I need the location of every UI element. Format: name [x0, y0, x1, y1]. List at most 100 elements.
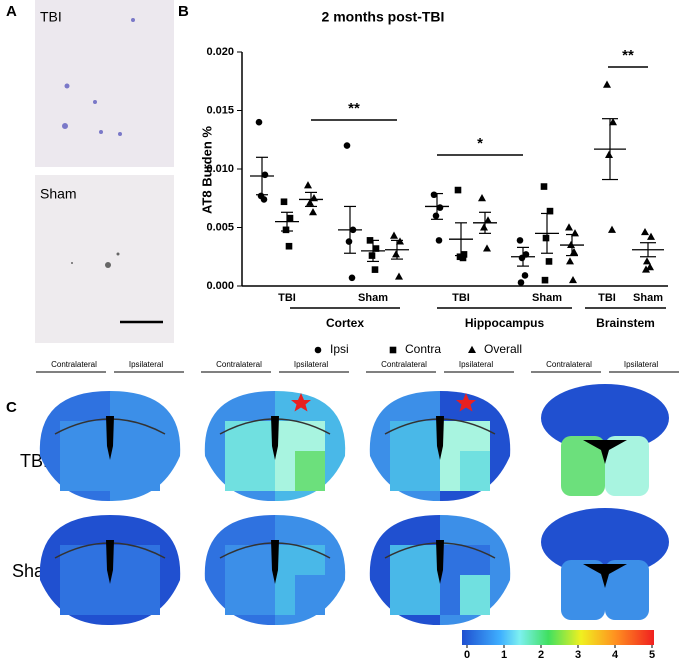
side-label: Ipsilateral — [459, 360, 493, 369]
data-point — [646, 263, 654, 271]
data-point — [261, 171, 269, 179]
colorbar-tick-label: 0 — [464, 649, 470, 661]
x-tick-label: Sham — [358, 292, 388, 304]
brain-region — [541, 384, 669, 452]
significance-label: ** — [622, 47, 634, 64]
stain-dots — [62, 18, 135, 136]
ventricle — [583, 440, 627, 464]
data-point — [566, 257, 574, 265]
data-point — [306, 198, 314, 206]
data-point — [255, 118, 263, 126]
side-label: Contralateral — [216, 360, 262, 369]
colorbar-tick-label: 5 — [649, 649, 655, 661]
data-point — [516, 237, 524, 244]
colorbar — [462, 630, 654, 645]
brain-region — [295, 575, 325, 615]
x-tick-label: TBI — [598, 292, 616, 304]
data-point — [545, 258, 553, 265]
colorbar-tick-label: 1 — [501, 649, 507, 661]
data-point — [280, 198, 288, 206]
brain-region — [605, 560, 649, 620]
side-label: Contralateral — [381, 360, 427, 369]
data-point — [282, 226, 290, 234]
side-label: Ipsilateral — [624, 360, 658, 369]
colorbar-tick-label: 2 — [538, 649, 544, 661]
chart-title: 2 months post-TBI — [322, 9, 445, 25]
data-point — [309, 208, 317, 216]
legend-label: Ipsi — [330, 342, 349, 356]
x-tick-label: Sham — [532, 292, 562, 304]
brain-region — [130, 575, 160, 615]
data-point — [540, 183, 548, 190]
brain-region — [225, 545, 275, 615]
data-point — [459, 254, 467, 262]
data-point — [454, 186, 462, 194]
panel-label: C — [6, 399, 17, 416]
data-point — [642, 265, 650, 273]
data-point — [478, 194, 486, 202]
data-point — [348, 274, 356, 282]
data-point — [480, 223, 488, 231]
micrograph — [35, 0, 174, 167]
x-tick-label: TBI — [278, 292, 296, 304]
data-point — [430, 191, 438, 199]
data-point — [286, 214, 294, 222]
data-point — [542, 234, 550, 242]
side-label: Contralateral — [51, 360, 97, 369]
colorbar-ticks: 0 1 2 3 4 5 — [464, 645, 655, 661]
region-label: Cortex — [326, 316, 364, 330]
brain-region — [60, 545, 110, 615]
image-label: TBI — [40, 9, 62, 25]
micrograph — [35, 175, 174, 343]
data-point — [546, 207, 554, 215]
ventricle — [436, 416, 444, 460]
data-point — [517, 279, 525, 286]
data-point — [343, 142, 351, 149]
data-point — [608, 225, 616, 233]
injury-star — [291, 393, 311, 412]
data-point — [518, 254, 526, 262]
legend-marker — [389, 346, 397, 354]
image-label: Sham — [40, 186, 77, 202]
data-point — [304, 181, 312, 189]
colorbar-tick-label: 3 — [575, 649, 581, 661]
panel-label: A — [6, 3, 17, 20]
legend-marker — [468, 345, 476, 353]
region-label: Brainstem — [596, 316, 655, 330]
data-point — [565, 223, 573, 231]
data-point — [371, 266, 379, 273]
legend-label: Overall — [484, 342, 522, 356]
side-label: Ipsilateral — [294, 360, 328, 369]
ventricle — [271, 540, 279, 584]
y-tick-label: 0.020 — [206, 46, 234, 58]
ventricle — [106, 416, 114, 460]
data-point — [368, 252, 376, 259]
y-tick-label: 0.000 — [206, 280, 234, 292]
ventricle — [583, 564, 627, 588]
significance-label: ** — [348, 100, 360, 117]
stain-dots — [71, 252, 120, 268]
data-point — [345, 238, 353, 245]
y-tick-label: 0.005 — [206, 221, 234, 233]
ventricle — [436, 540, 444, 584]
data-point — [372, 245, 380, 252]
data-point — [395, 272, 403, 280]
data-point — [285, 242, 293, 250]
legend-label: Contra — [405, 342, 441, 356]
side-label: Contralateral — [546, 360, 592, 369]
data-point — [260, 196, 268, 203]
region-label: Hippocampus — [465, 316, 545, 330]
brain-region — [60, 421, 110, 491]
y-axis-label: AT8 Burden % — [199, 126, 214, 214]
brain-region — [561, 560, 605, 620]
brain-region — [295, 451, 325, 491]
plot: 0.000 0.005 0.010 0.015 0.020 TBI Sham TBI Sham T… — [206, 46, 668, 356]
brain-region — [225, 421, 275, 491]
data-point — [643, 257, 651, 265]
data-point — [609, 118, 617, 126]
brain-region — [460, 451, 490, 491]
data-point — [541, 276, 549, 284]
data-point — [435, 237, 443, 244]
brain-region — [561, 436, 605, 496]
brain-region — [541, 508, 669, 576]
